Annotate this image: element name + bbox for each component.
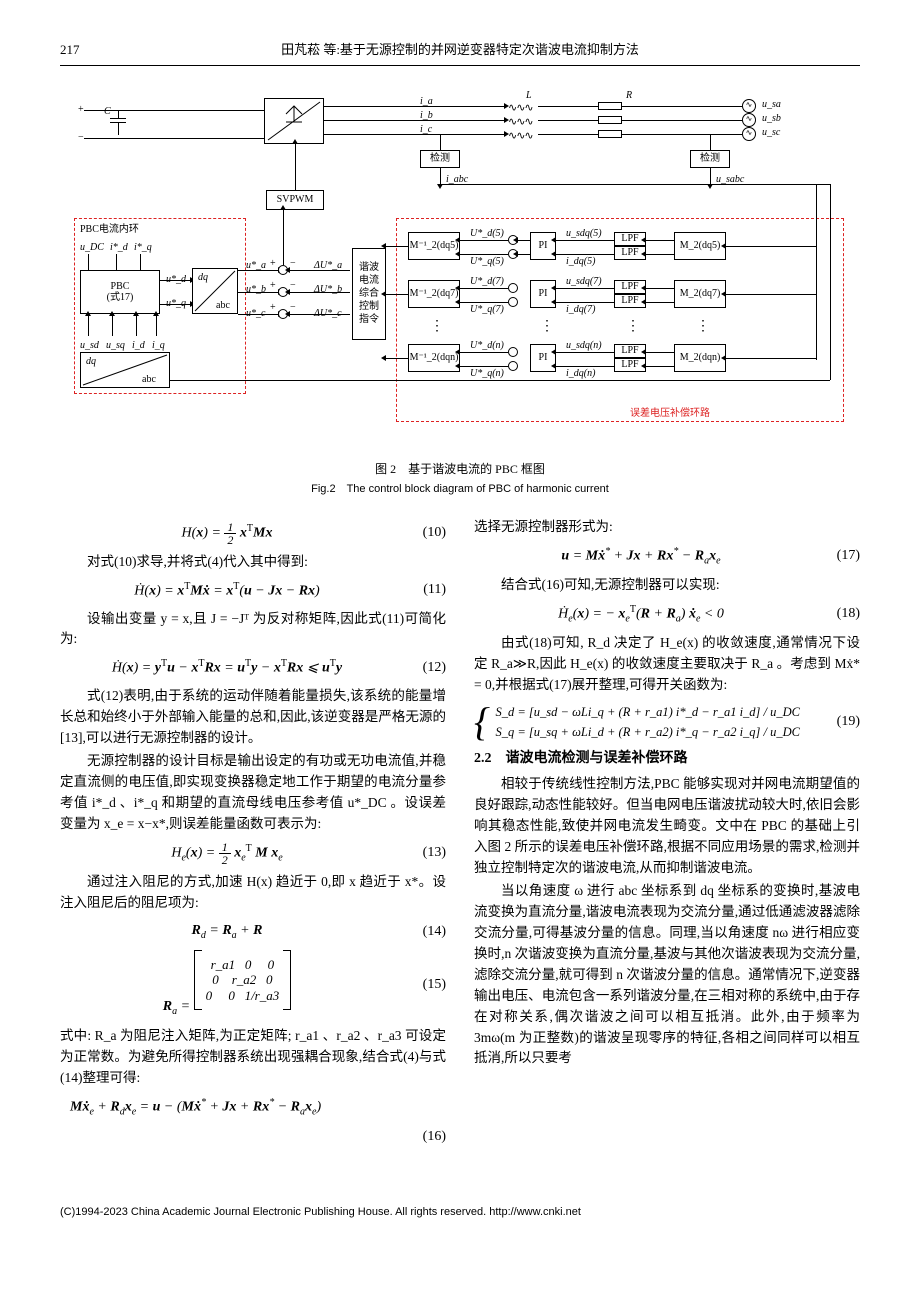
- fig-caption-cn: 图 2 基于谐波电流的 PBC 框图: [60, 460, 860, 479]
- right-column: 选择无源控制器形式为: u = Mẋ* + Jx + Rx* − Raxe (1…: [474, 515, 860, 1155]
- eq-15: Ra = r_a1 0 0 0 r_a2 0 0 0 1/r_a3 (15): [60, 950, 446, 1020]
- svpwm-box: SVPWM: [266, 190, 324, 210]
- header-title: 田芃菘 等:基于无源控制的并网逆变器特定次谐波电流抑制方法: [120, 40, 800, 61]
- left-column: H(x) = 12 xTMx (10) 对式(10)求导,并将式(4)代入其中得…: [60, 515, 446, 1155]
- para: 式(12)表明,由于系统的运动伴随着能量损失,该系统的能量增长总和始终小于外部输…: [60, 686, 446, 749]
- fig-caption-en: Fig.2 The control block diagram of PBC o…: [60, 481, 860, 499]
- para: 结合式(16)可知,无源控制器可以实现:: [474, 575, 860, 596]
- section-heading: 2.2 谐波电流检测与误差补偿环路: [474, 748, 860, 770]
- detect-box-2: 检测: [690, 150, 730, 168]
- eq-14: Rd = Ra + R (14): [60, 920, 446, 944]
- para: 相较于传统线性控制方法,PBC 能够实现对并网电流期望值的良好跟踪,动态性能较好…: [474, 774, 860, 879]
- para: 通过注入阻尼的方式,加速 H(x) 趋近于 0,即 x 趋近于 x*。设注入阻尼…: [60, 872, 446, 914]
- footer: (C)1994-2023 China Academic Journal Elec…: [60, 1204, 860, 1222]
- eq-11: Ḣ(x) = xTMẋ = xT(u − Jx − Rx) (11): [60, 579, 446, 603]
- para: 由式(18)可知, R_d 决定了 H_e(x) 的收敛速度,通常情况下设定 R…: [474, 633, 860, 696]
- eq-13: He(x) = 12 xeT M xe (13): [60, 841, 446, 867]
- para: 设输出变量 y = x,且 J = −Jᵀ 为反对称矩阵,因此式(11)可简化为…: [60, 609, 446, 651]
- running-head: 217 田芃菘 等:基于无源控制的并网逆变器特定次谐波电流抑制方法: [60, 40, 860, 66]
- eq-12: Ḣ(x) = yTu − xTRx = uTy − xTRx ⩽ uTy (12…: [60, 656, 446, 680]
- eq-18: Ḣe(x) = − xeT(R + Ra) ẋe < 0 (18): [474, 602, 860, 627]
- para: 式中: R_a 为阻尼注入矩阵,为正定矩阵; r_a1 、r_a2 、r_a3 …: [60, 1026, 446, 1089]
- page-number: 217: [60, 40, 120, 61]
- eq-16: Mẋe + Rdxe = u − (Mẋ* + Jx + Rx* − Raxe): [60, 1095, 446, 1120]
- body-columns: H(x) = 12 xTMx (10) 对式(10)求导,并将式(4)代入其中得…: [60, 515, 860, 1155]
- para: 无源控制器的设计目标是输出设定的有功或无功电流值,并稳定直流侧的电压值,即实现变…: [60, 751, 446, 835]
- eq-19: { S_d = [u_sd − ωLi_q + (R + r_a1) i*_d …: [474, 702, 860, 742]
- inverter-icon: [264, 98, 324, 144]
- figure-2-diagram: + C − i_a i_b i_c L ∿∿∿ ∿∿∿ ∿∿∿ R ∿ ∿ ∿ …: [70, 90, 850, 450]
- para: 当以角速度 ω 进行 abc 坐标系到 dq 坐标系的变换时,基波电流变换为直流…: [474, 881, 860, 1069]
- eq-10: H(x) = 12 xTMx (10): [60, 521, 446, 546]
- eq-17: u = Mẋ* + Jx + Rx* − Raxe (17): [474, 544, 860, 569]
- detect-box: 检测: [420, 150, 460, 168]
- para: 选择无源控制器形式为:: [474, 517, 860, 538]
- para: 对式(10)求导,并将式(4)代入其中得到:: [60, 552, 446, 573]
- pbc-box: PBC (式17): [80, 270, 160, 314]
